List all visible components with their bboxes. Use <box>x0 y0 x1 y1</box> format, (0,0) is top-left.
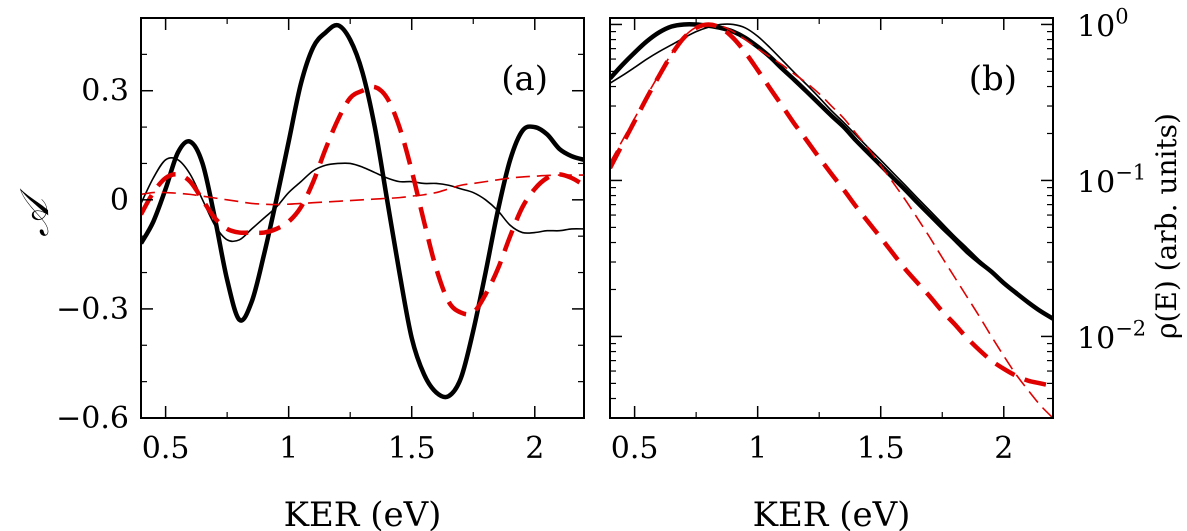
x-tick-label: 1 <box>279 431 298 466</box>
panel-label: (b) <box>969 59 1017 99</box>
panel-label: (a) <box>501 59 548 99</box>
x-tick-label: 1.5 <box>388 431 436 466</box>
y-axis-label: 𝒜 <box>12 188 58 237</box>
y-tick-label: 10−2 <box>1077 316 1146 356</box>
x-tick-label: 2 <box>525 431 544 466</box>
y-tick-label: 100 <box>1077 4 1129 44</box>
series-line-black-thick <box>610 21 1053 321</box>
series-group <box>141 22 584 400</box>
series-line-red-thick-dashed <box>141 84 584 317</box>
series-group <box>610 21 1053 418</box>
x-axis-label: KER (eV) <box>753 495 911 531</box>
series-line-red-thin-dashed <box>141 174 584 206</box>
x-tick-label: 0.5 <box>611 431 659 466</box>
y-axis-label: ρ(E) (arb. units) <box>1150 113 1183 339</box>
series-line-black-thin <box>141 156 584 243</box>
y-tick-label: −0.6 <box>56 401 129 436</box>
plot-frame <box>609 17 1054 419</box>
x-tick-label: 1 <box>748 431 767 466</box>
plot-frame <box>140 17 585 419</box>
panel-a: 0.5 1 1.5 2 KER (eV) (a) −0.6 −0.3 0 0.3 𝒜 <box>12 17 585 531</box>
y-tick-label: 0.3 <box>81 74 129 109</box>
x-axis-label: KER (eV) <box>284 495 442 531</box>
series-line-red-thin-dashed <box>610 23 1053 418</box>
panel-b: 0.5 1 1.5 2 KER (eV) (b) 100 10−1 10−2 ρ(E) (arb.… <box>609 4 1183 531</box>
x-tick-label: 1.5 <box>857 431 905 466</box>
x-tick-label: 0.5 <box>142 431 190 466</box>
y-tick-label: −0.3 <box>56 292 129 327</box>
y-tick-label: 10−1 <box>1077 160 1146 200</box>
series-line-red-thick-dashed <box>610 22 1053 389</box>
y-tick-label: 0 <box>110 183 129 218</box>
x-tick-label: 2 <box>994 431 1013 466</box>
